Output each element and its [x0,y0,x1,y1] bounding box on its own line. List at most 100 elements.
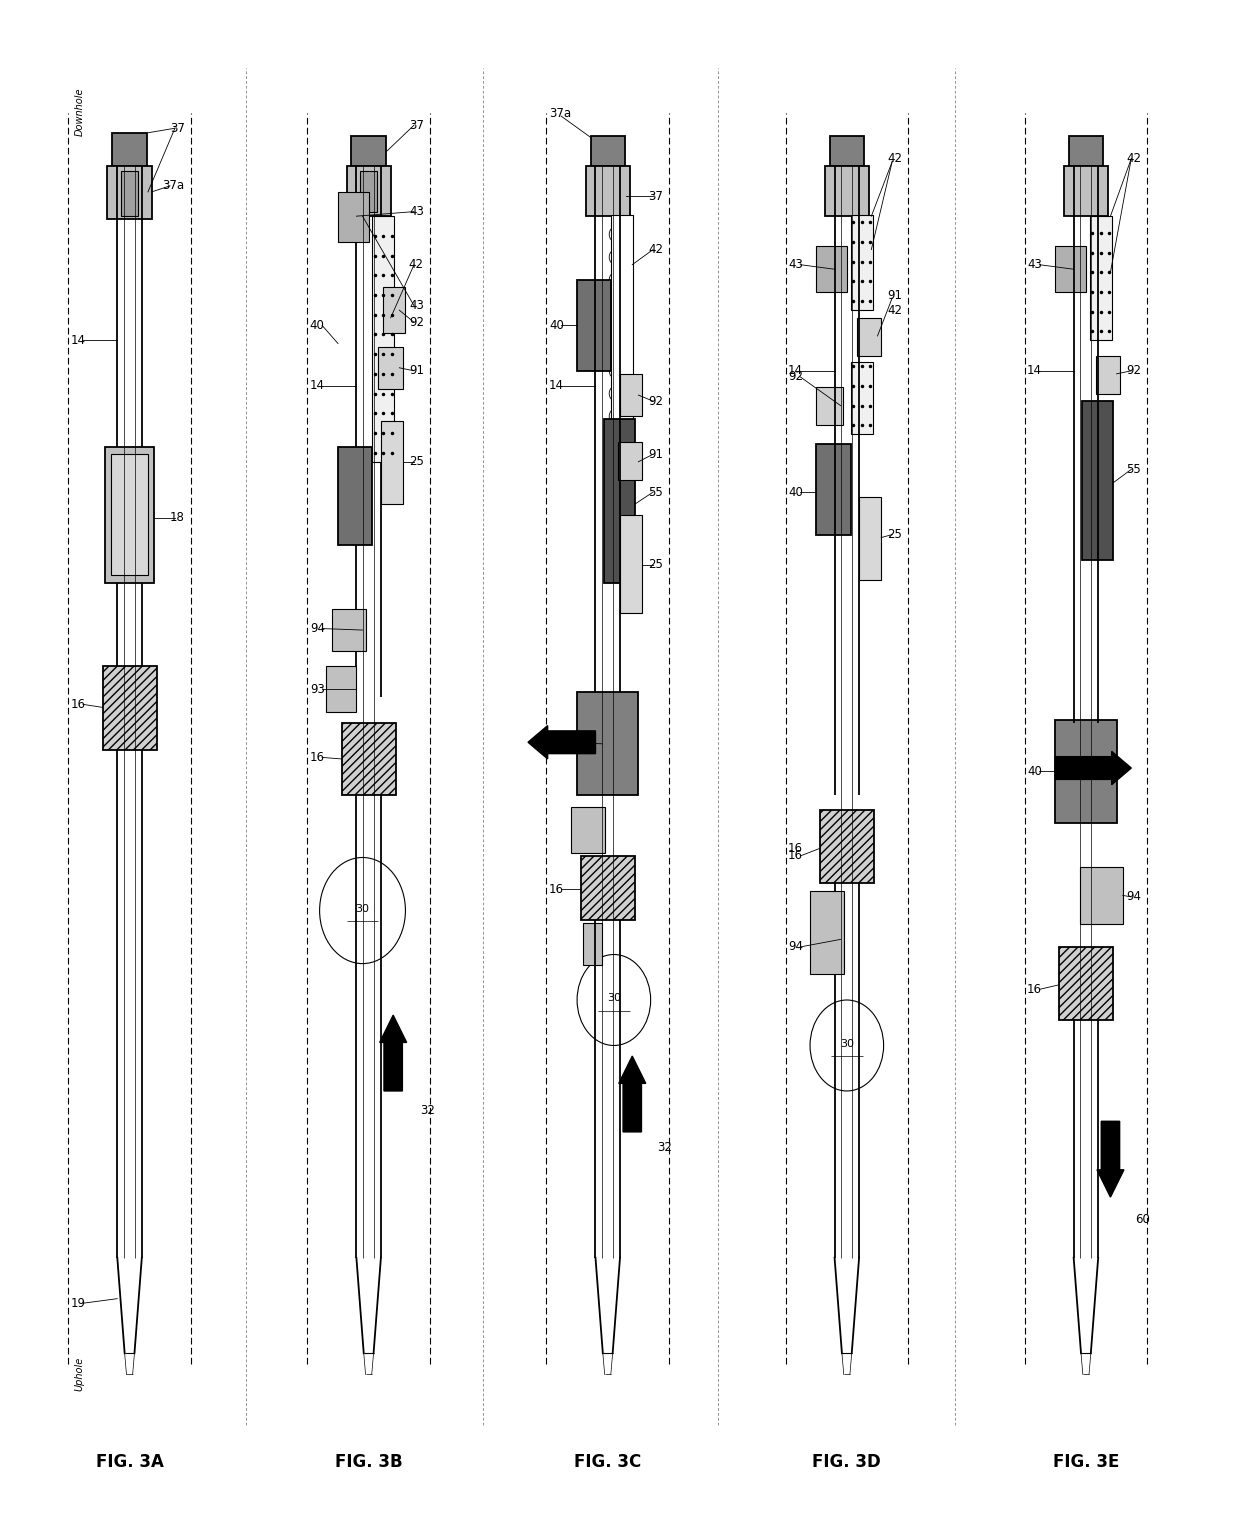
Bar [326,667,356,711]
Text: 30: 30 [356,904,370,913]
FancyArrow shape [619,1056,646,1132]
Bar [585,167,630,216]
Text: FIG. 3E: FIG. 3E [1053,1454,1120,1472]
Bar [1096,355,1120,393]
Text: 25: 25 [887,528,901,542]
Text: 14: 14 [787,364,804,378]
Text: 37a: 37a [549,107,570,119]
Text: 91: 91 [649,448,663,461]
Text: 14: 14 [310,379,325,393]
Bar [1080,866,1122,924]
Text: 40: 40 [549,318,564,332]
Text: 92: 92 [787,370,804,384]
Text: 42: 42 [887,151,901,165]
Text: 32: 32 [657,1140,672,1154]
Text: 37: 37 [409,119,424,132]
Bar [339,191,368,242]
Text: 16: 16 [787,849,804,863]
Text: 43: 43 [409,300,424,312]
Bar [372,216,394,462]
Text: 92: 92 [409,315,424,329]
Text: 42: 42 [649,243,663,256]
Bar [1090,216,1112,341]
Text: 16: 16 [549,883,564,897]
Bar [810,890,844,975]
Bar [583,923,601,965]
Bar [360,171,377,211]
Bar [1055,719,1116,823]
Bar [1059,947,1112,1019]
Text: 93: 93 [310,682,325,696]
Text: FIG. 3C: FIG. 3C [574,1454,641,1472]
Text: 16: 16 [71,698,86,711]
FancyArrow shape [1097,1121,1123,1196]
Bar [620,373,642,416]
Text: 94: 94 [310,623,325,635]
Bar [577,692,639,796]
Text: 16: 16 [310,751,325,763]
Bar [112,454,148,575]
Bar [1069,136,1104,167]
Text: 37a: 37a [162,179,185,193]
Text: 18: 18 [170,511,185,525]
Bar [580,855,635,920]
Text: 14: 14 [1027,364,1042,378]
Bar [381,421,403,505]
Bar [590,136,625,167]
Text: 92: 92 [649,395,663,407]
Text: 43: 43 [787,259,802,271]
Text: 94: 94 [1126,890,1141,903]
Bar [577,280,611,370]
Text: 16: 16 [1027,982,1042,996]
Text: 43: 43 [409,205,424,219]
Text: 94: 94 [787,941,804,953]
Text: 32: 32 [420,1105,435,1117]
Bar [816,387,843,425]
Bar [1083,401,1112,560]
Text: 14: 14 [71,334,86,347]
Bar [820,811,874,883]
Text: 43: 43 [1027,259,1042,271]
Text: 55: 55 [1126,464,1141,476]
Text: FIG. 3B: FIG. 3B [335,1454,403,1472]
Bar [604,419,635,583]
Bar [342,722,396,796]
Bar [332,609,366,652]
Text: 42: 42 [887,303,901,317]
Bar [339,447,372,545]
Bar [105,447,154,583]
Bar [378,347,403,389]
Text: 42: 42 [409,259,424,271]
Bar [108,167,151,219]
Bar [103,667,156,750]
Bar [816,246,847,292]
Text: Downhole: Downhole [74,87,84,136]
Text: 14: 14 [549,379,564,393]
Bar [122,171,138,216]
Bar [113,133,146,167]
Bar [857,318,882,355]
Bar [816,444,851,534]
Bar [383,288,405,334]
Text: 91: 91 [409,364,424,378]
Text: 37: 37 [170,122,185,135]
Bar [851,361,873,435]
Text: 40: 40 [310,318,325,332]
Text: 60: 60 [1135,1213,1149,1227]
Bar [825,167,869,216]
Text: 40: 40 [787,485,802,499]
Bar [611,214,634,470]
Bar [570,808,605,852]
Bar [859,497,882,580]
Bar [851,214,873,311]
Text: 55: 55 [649,485,663,499]
Bar [1055,246,1086,292]
Text: 25: 25 [649,558,663,571]
Bar [830,136,864,167]
Text: 94: 94 [549,736,564,748]
Bar [1064,167,1109,216]
Text: FIG. 3A: FIG. 3A [95,1454,164,1472]
Text: 30: 30 [606,993,621,1004]
Text: 42: 42 [1126,151,1141,165]
Text: Uphole: Uphole [74,1356,84,1391]
